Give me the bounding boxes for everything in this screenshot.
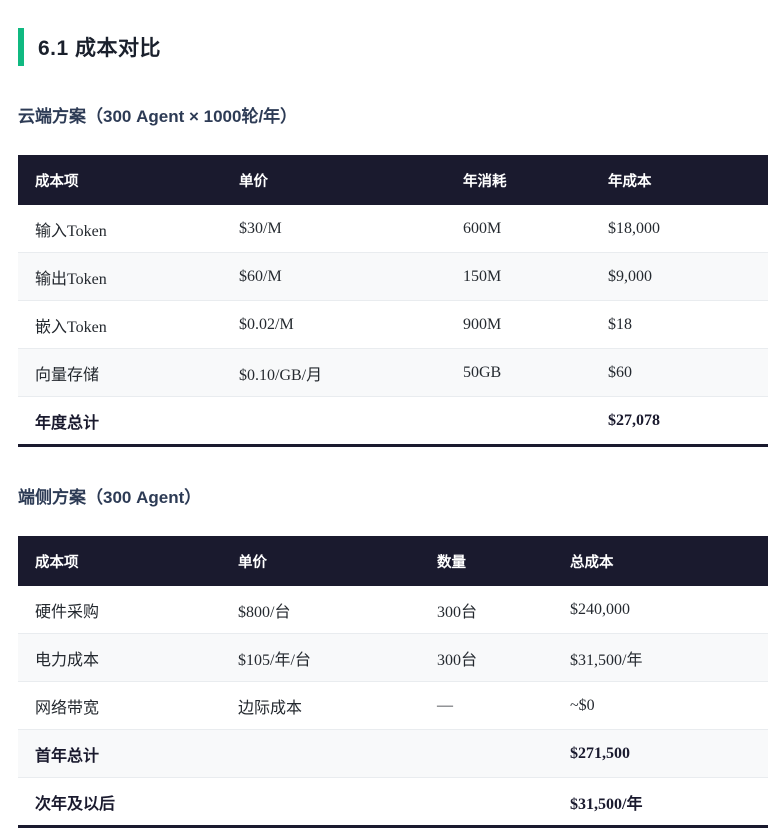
cell-annual-consumption: 600M [446, 205, 591, 253]
page-title: 6.1 成本对比 [38, 37, 162, 60]
cell-total-cost: $31,500/年 [553, 633, 768, 682]
cell-annual-consumption: 150M [446, 252, 591, 301]
table-row: 向量存储 $0.10/GB/月 50GB $60 [18, 348, 768, 397]
cell-annual-consumption: 900M [446, 300, 591, 349]
cell-unit-price: $800/台 [221, 586, 420, 634]
cell-annual-cost: $60 [591, 348, 768, 397]
cell-annual-cost: $9,000 [591, 252, 768, 301]
column-header-quantity: 数量 [420, 536, 553, 586]
cell-quantity [420, 777, 553, 828]
section-heading: 6.1 成本对比 [18, 28, 768, 66]
cell-annual-cost: $27,078 [591, 396, 768, 447]
cell-quantity [420, 729, 553, 778]
table-row: 硬件采购 $800/台 300台 $240,000 [18, 586, 768, 634]
heading-accent-bar [18, 28, 24, 66]
cell-cost-item: 向量存储 [18, 348, 222, 397]
column-header-annual-cost: 年成本 [591, 155, 768, 205]
section-title-edge: 端侧方案（300 Agent） [18, 488, 202, 507]
cell-unit-price: $0.02/M [222, 300, 446, 349]
column-header-unit-price: 单价 [222, 155, 446, 205]
cell-total-cost: $31,500/年 [553, 777, 768, 828]
edge-cost-table: 成本项 单价 数量 总成本 硬件采购 $800/台 300台 $240,000 … [18, 536, 768, 828]
cell-unit-price: $60/M [222, 252, 446, 301]
cell-cost-item: 输入Token [18, 205, 222, 253]
cell-unit-price [222, 396, 446, 447]
column-header-annual-consumption: 年消耗 [446, 155, 591, 205]
table-row: 输出Token $60/M 150M $9,000 [18, 252, 768, 301]
table-row: 输入Token $30/M 600M $18,000 [18, 205, 768, 253]
table-row-subsequent-years: 次年及以后 $31,500/年 [18, 777, 768, 828]
cell-cost-item: 次年及以后 [18, 777, 221, 828]
cell-annual-consumption [446, 396, 591, 447]
cell-cost-item: 硬件采购 [18, 586, 221, 634]
table-header-row: 成本项 单价 数量 总成本 [18, 536, 768, 586]
cloud-cost-table: 成本项 单价 年消耗 年成本 输入Token $30/M 600M $18,00… [18, 155, 768, 447]
column-header-cost-item: 成本项 [18, 155, 222, 205]
cell-quantity: 300台 [420, 633, 553, 682]
cell-unit-price: $30/M [222, 205, 446, 253]
column-header-total-cost: 总成本 [553, 536, 768, 586]
cell-unit-price: $105/年/台 [221, 633, 420, 682]
cell-unit-price: 边际成本 [221, 681, 420, 730]
table-row: 嵌入Token $0.02/M 900M $18 [18, 300, 768, 349]
cell-total-cost: ~$0 [553, 681, 768, 730]
cell-cost-item: 电力成本 [18, 633, 221, 682]
cell-unit-price [221, 777, 420, 828]
cell-quantity: 300台 [420, 586, 553, 634]
cell-unit-price: $0.10/GB/月 [222, 348, 446, 397]
cell-quantity: — [420, 681, 553, 730]
table-row: 电力成本 $105/年/台 300台 $31,500/年 [18, 633, 768, 682]
cell-annual-consumption: 50GB [446, 348, 591, 397]
section-title-cloud: 云端方案（300 Agent × 1000轮/年） [18, 107, 298, 126]
cell-cost-item: 首年总计 [18, 729, 221, 778]
cell-cost-item: 网络带宽 [18, 681, 221, 730]
cell-total-cost: $240,000 [553, 586, 768, 634]
table-row-annual-total: 年度总计 $27,078 [18, 396, 768, 447]
table-row: 网络带宽 边际成本 — ~$0 [18, 681, 768, 730]
cell-unit-price [221, 729, 420, 778]
cell-cost-item: 输出Token [18, 252, 222, 301]
cell-total-cost: $271,500 [553, 729, 768, 778]
cell-cost-item: 嵌入Token [18, 300, 222, 349]
table-row-first-year-total: 首年总计 $271,500 [18, 729, 768, 778]
cell-annual-cost: $18,000 [591, 205, 768, 253]
column-header-unit-price: 单价 [221, 536, 420, 586]
cell-annual-cost: $18 [591, 300, 768, 349]
column-header-cost-item: 成本项 [18, 536, 221, 586]
cell-cost-item: 年度总计 [18, 396, 222, 447]
table-header-row: 成本项 单价 年消耗 年成本 [18, 155, 768, 205]
